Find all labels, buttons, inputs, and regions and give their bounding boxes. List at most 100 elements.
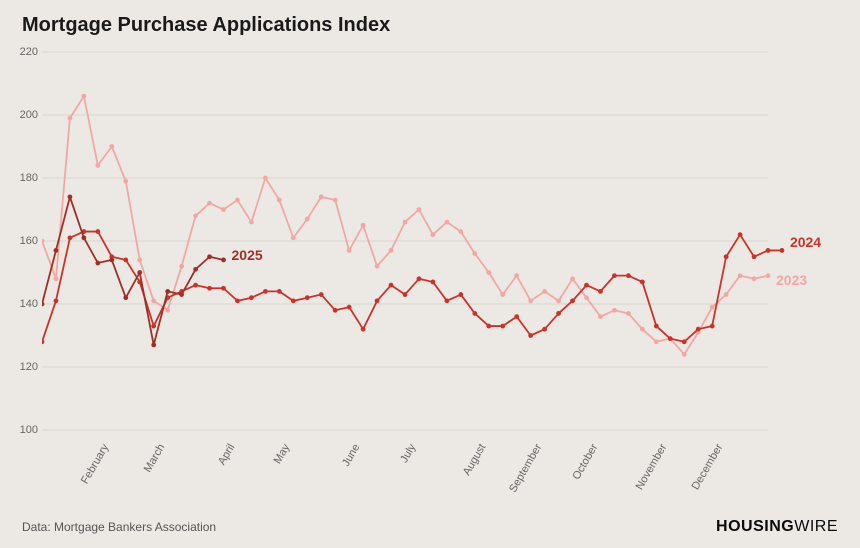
series-marker-2023 [221,207,226,212]
series-marker-2023 [109,144,114,149]
series-marker-2024 [500,324,505,329]
series-marker-2023 [766,273,771,278]
series-marker-2023 [291,235,296,240]
series-marker-2024 [95,229,100,234]
series-marker-2024 [570,298,575,303]
series-marker-2024 [123,258,128,263]
series-marker-2024 [305,295,310,300]
series-marker-2024 [640,280,645,285]
series-marker-2024 [54,298,59,303]
series-marker-2024 [68,235,73,240]
series-marker-2023 [626,311,631,316]
series-marker-2024 [347,305,352,310]
series-marker-2023 [738,273,743,278]
series-marker-2023 [193,213,198,218]
series-marker-2025 [54,248,59,253]
series-marker-2023 [444,220,449,225]
brand-thin: WIRE [794,518,838,535]
series-marker-2025 [109,258,114,263]
series-marker-2023 [319,195,324,200]
ytick-label: 160 [8,235,38,247]
series-marker-2023 [305,217,310,222]
series-marker-2024 [514,314,519,319]
series-marker-2023 [347,248,352,253]
series-marker-2023 [165,308,170,313]
series-marker-2025 [151,343,156,348]
series-marker-2023 [682,352,687,357]
series-marker-2025 [221,258,226,263]
series-marker-2024 [654,324,659,329]
series-marker-2024 [528,333,533,338]
brand-logo: HOUSINGWIRE [716,518,838,536]
series-marker-2024 [668,336,673,341]
series-marker-2023 [556,298,561,303]
series-marker-2025 [207,254,212,259]
series-marker-2024 [417,276,422,281]
series-marker-2025 [137,270,142,275]
plot-area: 100120140160180200220FebruaryMarchAprilM… [42,46,822,494]
chart-root: Mortgage Purchase Applications Index 100… [0,0,860,548]
series-marker-2024 [696,327,701,332]
series-label-2025: 2025 [232,247,263,263]
series-marker-2024 [556,311,561,316]
ytick-label: 220 [8,46,38,58]
series-marker-2024 [277,289,282,294]
series-marker-2024 [472,311,477,316]
series-marker-2025 [42,302,44,307]
series-marker-2024 [738,232,743,237]
series-marker-2024 [361,327,366,332]
series-marker-2024 [444,298,449,303]
series-marker-2024 [235,298,240,303]
series-marker-2023 [389,248,394,253]
series-marker-2023 [710,305,715,310]
series-marker-2023 [458,229,463,234]
series-marker-2025 [81,235,86,240]
series-marker-2023 [514,273,519,278]
series-marker-2023 [528,298,533,303]
series-marker-2023 [417,207,422,212]
series-marker-2023 [207,201,212,206]
series-marker-2023 [179,264,184,269]
series-marker-2023 [235,198,240,203]
brand-bold: HOUSING [716,518,794,535]
series-marker-2023 [68,116,73,121]
series-marker-2023 [263,176,268,181]
series-marker-2023 [54,276,59,281]
series-marker-2023 [277,198,282,203]
series-marker-2023 [542,289,547,294]
series-marker-2024 [319,292,324,297]
ytick-label: 100 [8,424,38,436]
series-marker-2025 [193,267,198,272]
series-marker-2024 [207,286,212,291]
series-marker-2024 [389,283,394,288]
chart-title: Mortgage Purchase Applications Index [22,14,390,37]
series-marker-2024 [780,248,785,253]
series-marker-2023 [724,292,729,297]
series-marker-2023 [137,258,142,263]
series-marker-2023 [500,292,505,297]
series-marker-2023 [431,232,436,237]
series-marker-2024 [486,324,491,329]
series-marker-2023 [654,339,659,344]
series-marker-2024 [542,327,547,332]
series-marker-2024 [333,308,338,313]
series-marker-2023 [333,198,338,203]
series-marker-2023 [42,239,44,244]
series-marker-2024 [403,292,408,297]
series-marker-2024 [263,289,268,294]
ytick-label: 120 [8,361,38,373]
series-marker-2024 [151,324,156,329]
series-marker-2024 [752,254,757,259]
series-marker-2024 [375,298,380,303]
series-marker-2024 [291,298,296,303]
series-marker-2023 [151,298,156,303]
series-marker-2025 [179,292,184,297]
series-marker-2023 [375,264,380,269]
series-marker-2024 [221,286,226,291]
series-marker-2023 [472,251,477,256]
series-marker-2023 [403,220,408,225]
series-marker-2023 [249,220,254,225]
series-marker-2024 [458,292,463,297]
ytick-label: 200 [8,109,38,121]
series-marker-2024 [626,273,631,278]
